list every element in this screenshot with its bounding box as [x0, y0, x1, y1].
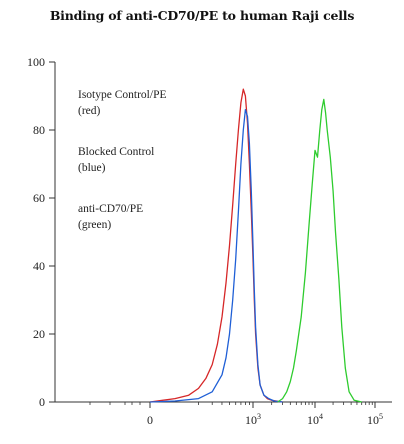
x-tick-label: 0	[147, 413, 153, 427]
legend-label: Isotype Control/PE	[78, 89, 167, 101]
y-tick-label: 20	[33, 327, 45, 341]
series-curves	[149, 88, 362, 403]
chart-title: Binding of anti-CD70/PE to human Raji ce…	[49, 8, 355, 23]
legend-color-note: (red)	[78, 105, 101, 117]
y-tick-label: 60	[33, 191, 45, 205]
y-tick-label: 100	[27, 55, 45, 69]
series-line-2	[277, 98, 362, 403]
y-tick-label: 40	[33, 259, 45, 273]
axes: 0 20 40 60 80 100 0 103 104 105	[27, 55, 392, 427]
y-tick-label: 0	[39, 395, 45, 409]
legend-color-note: (green)	[78, 219, 111, 231]
legend-label: Blocked Control	[78, 146, 154, 158]
y-tick-label: 80	[33, 123, 45, 137]
x-tick-label: 104	[307, 412, 323, 427]
legend: Isotype Control/PE (red) Blocked Control (b…	[78, 89, 167, 231]
legend-label: anti-CD70/PE	[78, 203, 143, 215]
x-tick-label: 103	[245, 412, 261, 427]
legend-color-note: (blue)	[78, 162, 106, 174]
x-tick-label: 105	[367, 412, 383, 427]
series-line-1	[149, 108, 283, 403]
series-line-0	[149, 88, 283, 403]
